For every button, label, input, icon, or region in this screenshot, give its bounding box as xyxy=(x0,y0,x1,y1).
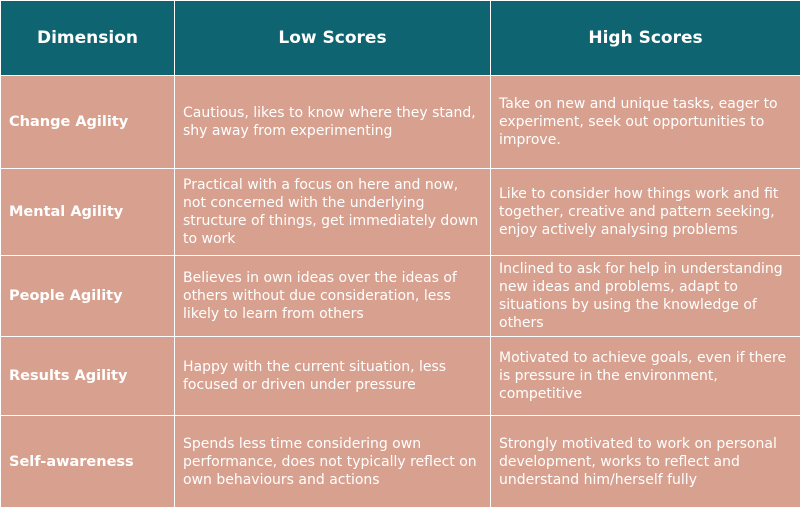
high-score-cell: Strongly motivated to work on personal d… xyxy=(491,416,800,508)
table-row: Results Agility Happy with the current s… xyxy=(1,337,800,416)
table-row: Change Agility Cautious, likes to know w… xyxy=(1,76,800,169)
dimension-cell: People Agility xyxy=(1,256,175,337)
table-header-row: Dimension Low Scores High Scores xyxy=(1,1,800,76)
high-score-cell: Take on new and unique tasks, eager to e… xyxy=(491,76,800,169)
high-score-cell: Like to consider how things work and fit… xyxy=(491,169,800,256)
low-score-cell: Cautious, likes to know where they stand… xyxy=(175,76,491,169)
table-row: People Agility Believes in own ideas ove… xyxy=(1,256,800,337)
table-row: Mental Agility Practical with a focus on… xyxy=(1,169,800,256)
low-score-cell: Happy with the current situation, less f… xyxy=(175,337,491,416)
header-dimension: Dimension xyxy=(1,1,175,76)
header-low-scores: Low Scores xyxy=(175,1,491,76)
low-score-cell: Believes in own ideas over the ideas of … xyxy=(175,256,491,337)
dimension-cell: Self-awareness xyxy=(1,416,175,508)
high-score-cell: Inclined to ask for help in understandin… xyxy=(491,256,800,337)
header-high-scores: High Scores xyxy=(491,1,800,76)
low-score-cell: Practical with a focus on here and now, … xyxy=(175,169,491,256)
dimension-cell: Change Agility xyxy=(1,76,175,169)
low-score-cell: Spends less time considering own perform… xyxy=(175,416,491,508)
table-row: Self-awareness Spends less time consider… xyxy=(1,416,800,508)
dimension-cell: Mental Agility xyxy=(1,169,175,256)
dimension-cell: Results Agility xyxy=(1,337,175,416)
high-score-cell: Motivated to achieve goals, even if ther… xyxy=(491,337,800,416)
